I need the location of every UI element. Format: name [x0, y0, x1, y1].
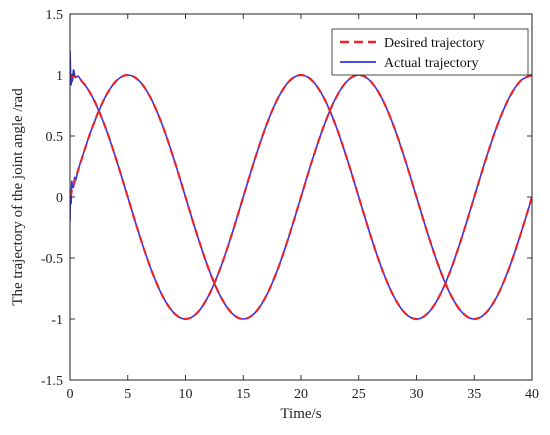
x-tick-label: 20	[294, 387, 308, 402]
ticks-layer: 0 5 10 15 20 25 30 35 40 -1.5 -1 -0.5 0 0.5 1 1.5	[41, 8, 539, 402]
legend-label-desired: Desired trajectory	[384, 36, 485, 51]
desired-trajectory-line-0	[70, 73, 532, 321]
y-tick-label: -1.5	[41, 374, 63, 389]
x-tick-label: 15	[236, 387, 250, 402]
series-layer	[70, 50, 532, 321]
y-axis-label: The trajectory of the joint angle /rad	[10, 88, 26, 306]
legend-label-actual: Actual trajectory	[384, 56, 478, 71]
y-tick-label: -1	[51, 313, 63, 328]
x-tick-label: 40	[525, 387, 539, 402]
x-axis-label: Time/s	[280, 406, 321, 422]
legend-box	[331, 28, 529, 76]
y-tick-label: 0.5	[46, 130, 64, 145]
x-tick-label: 25	[352, 387, 366, 402]
legend: Desired trajectory Actual trajectory	[331, 28, 529, 76]
x-tick-label: 5	[124, 387, 131, 402]
y-tick-label: 0	[56, 191, 63, 206]
y-tick-label: -0.5	[41, 252, 63, 267]
desired-trajectory-line-1	[70, 73, 532, 321]
x-tick-label: 35	[467, 387, 481, 402]
y-tick-label: 1.5	[46, 8, 64, 23]
x-tick-label: 30	[410, 387, 424, 402]
y-tick-label: 1	[56, 69, 63, 84]
x-tick-label: 0	[67, 387, 74, 402]
x-tick-label: 10	[179, 387, 193, 402]
